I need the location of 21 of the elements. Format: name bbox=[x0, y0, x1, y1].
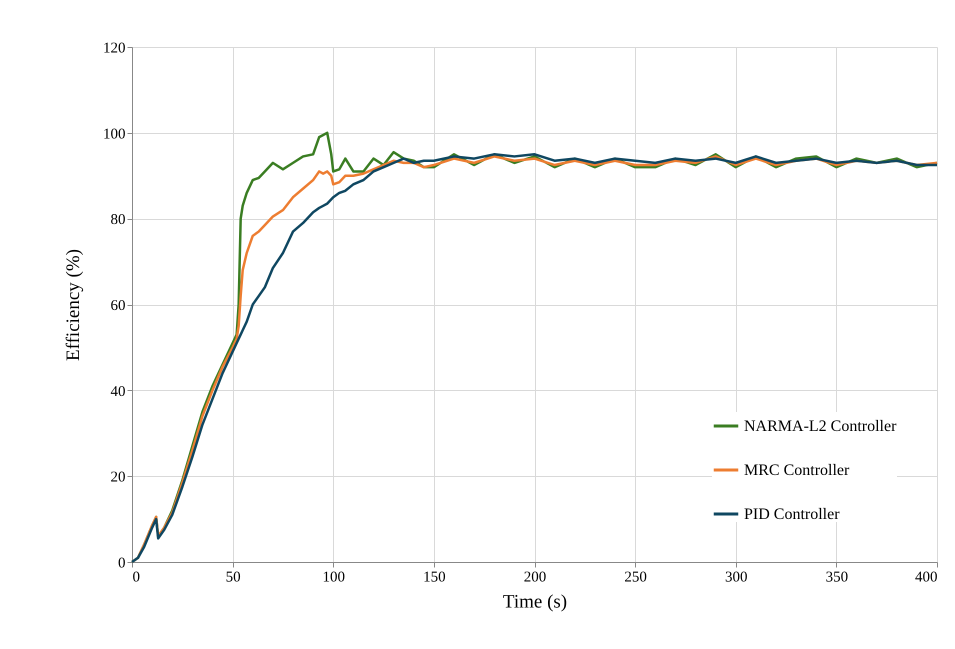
x-tick-label: 150 bbox=[423, 570, 446, 586]
x-axis-title: Time (s) bbox=[502, 592, 568, 612]
y-tick-label: 80 bbox=[110, 212, 126, 228]
legend-label: MRC Controller bbox=[744, 462, 850, 479]
x-tick-label: 400 bbox=[915, 570, 938, 586]
legend-label: NARMA-L2 Controller bbox=[744, 418, 898, 435]
x-tick-label: 100 bbox=[322, 570, 345, 586]
y-tick-label: 100 bbox=[103, 126, 126, 142]
y-tick-label: 20 bbox=[110, 470, 126, 486]
y-tick-label: 0 bbox=[118, 556, 126, 572]
x-tick-label: 200 bbox=[524, 570, 546, 586]
y-axis-title: Efficiency (%) bbox=[63, 248, 84, 362]
y-tick-label: 120 bbox=[103, 40, 126, 56]
x-tick-label: 0 bbox=[132, 570, 140, 586]
y-tick-label: 60 bbox=[110, 298, 126, 314]
x-tick-label: 50 bbox=[226, 570, 241, 586]
legend-label: PID Controller bbox=[744, 506, 840, 523]
y-tick-label: 40 bbox=[110, 384, 126, 400]
x-tick-label: 250 bbox=[624, 570, 647, 586]
x-tick-label: 300 bbox=[725, 570, 748, 586]
x-tick-label: 350 bbox=[826, 570, 848, 586]
